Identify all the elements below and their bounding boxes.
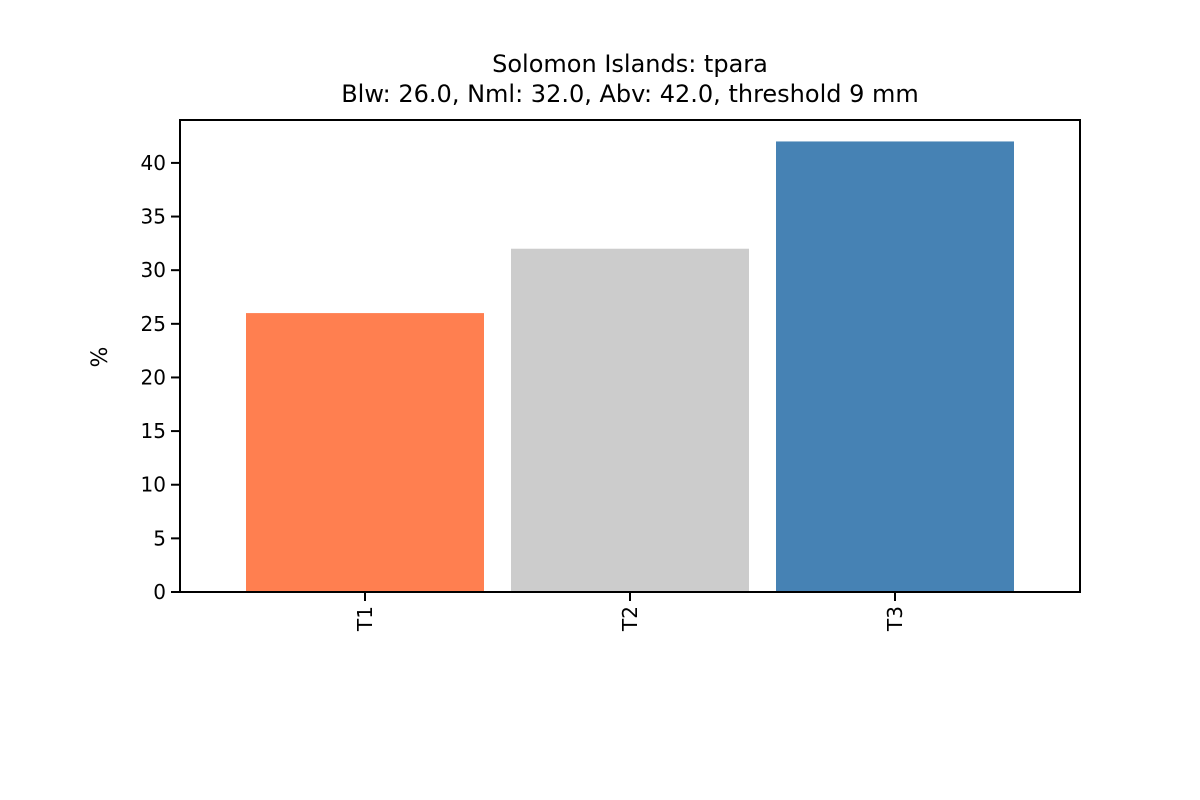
bar-t2 bbox=[511, 248, 749, 592]
x-tick-label: T2 bbox=[618, 606, 642, 632]
x-tick-label: T1 bbox=[353, 606, 377, 632]
y-tick-label: 0 bbox=[153, 580, 166, 604]
chart-subtitle: Blw: 26.0, Nml: 32.0, Abv: 42.0, thresho… bbox=[341, 80, 919, 108]
chart-title: Solomon Islands: tpara bbox=[492, 50, 768, 78]
y-tick-label: 5 bbox=[153, 526, 166, 550]
y-tick-label: 25 bbox=[141, 312, 166, 336]
bars-group bbox=[246, 141, 1014, 593]
x-tick-label: T3 bbox=[883, 606, 907, 632]
bar-t3 bbox=[776, 141, 1014, 593]
x-ticks-group: T1 T2 T3 bbox=[353, 592, 907, 632]
y-tick-label: 35 bbox=[141, 205, 166, 229]
y-tick-label: 30 bbox=[141, 258, 166, 282]
y-ticks-group: 0 5 10 15 20 25 30 35 40 bbox=[141, 151, 180, 604]
bar-t1 bbox=[246, 313, 484, 592]
y-tick-label: 40 bbox=[141, 151, 166, 175]
y-tick-label: 10 bbox=[141, 473, 166, 497]
y-axis-label: % bbox=[88, 347, 113, 368]
y-tick-label: 15 bbox=[141, 419, 166, 443]
plot-frame bbox=[179, 119, 1081, 593]
y-tick-label: 20 bbox=[141, 365, 166, 389]
